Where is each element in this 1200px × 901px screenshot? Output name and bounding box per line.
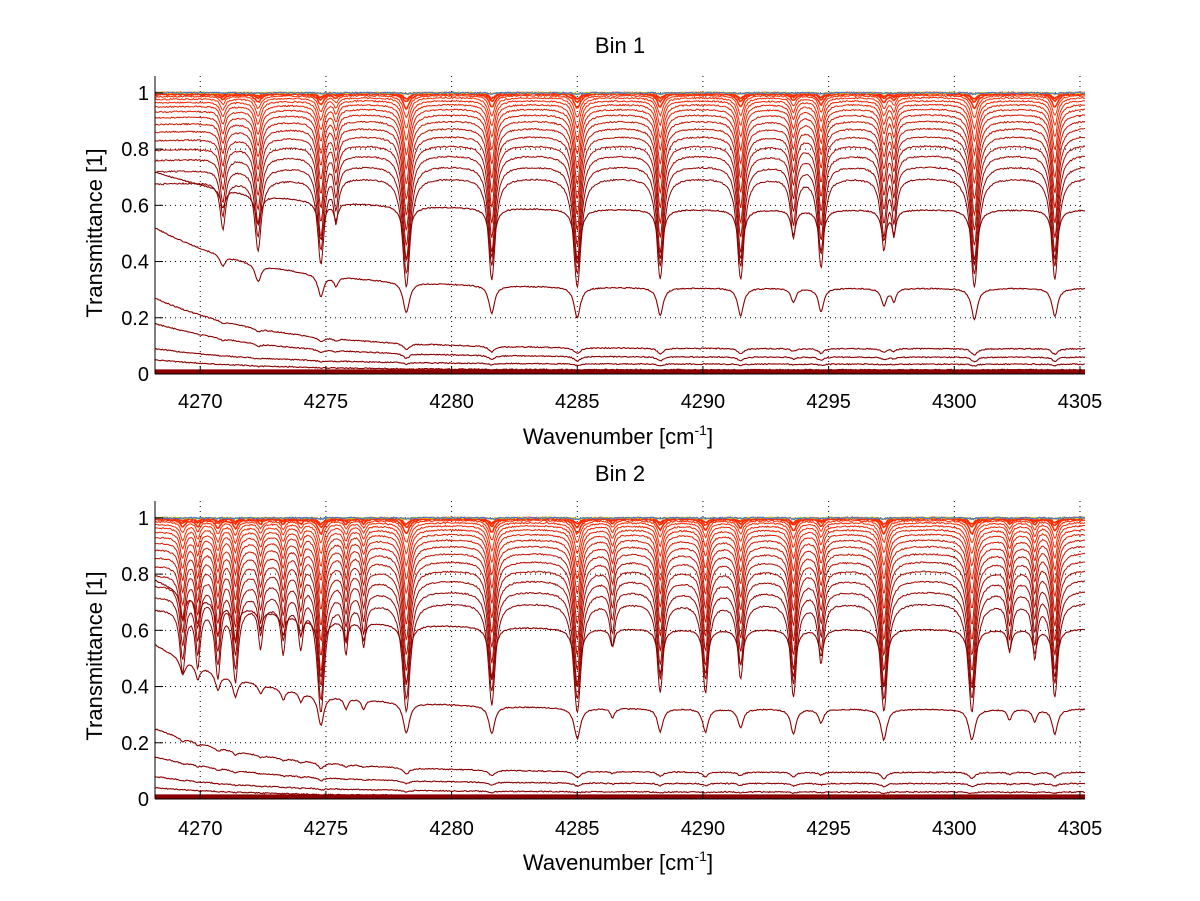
x-axis-label: Wavenumber [cm-1]	[523, 422, 713, 449]
x-axis-label-end: ]	[707, 850, 713, 875]
x-tick-label: 4295	[806, 818, 851, 840]
y-tick-label: 0.6	[121, 620, 149, 642]
series-line	[155, 347, 1085, 367]
series-line	[155, 136, 1085, 232]
series-line	[155, 519, 1085, 544]
series-line	[155, 113, 1085, 186]
series-line	[155, 579, 1085, 688]
series-line	[155, 728, 1085, 780]
series-line	[155, 178, 1085, 289]
series-line	[155, 171, 1085, 267]
y-axis-label: Transmittance [1]	[82, 571, 107, 740]
x-axis-label-superscript: -1	[695, 422, 708, 438]
series-line	[155, 552, 1085, 642]
series-line	[155, 539, 1085, 612]
x-tick-label: 4300	[932, 818, 977, 840]
series-line	[155, 96, 1085, 130]
series-line	[155, 545, 1085, 626]
y-tick-label: 0.2	[121, 733, 149, 755]
x-tick-label: 4300	[932, 391, 977, 413]
series-line	[155, 91, 1085, 96]
series-line	[155, 94, 1085, 119]
series-line	[155, 756, 1085, 788]
y-tick-label: 0.2	[121, 308, 149, 330]
y-tick-label: 0.4	[121, 677, 149, 699]
y-tick-label: 0.4	[121, 252, 149, 274]
y-tick-label: 1	[138, 508, 149, 530]
x-tick-label: 4280	[429, 391, 474, 413]
x-tick-label: 4285	[555, 391, 600, 413]
series-group	[155, 90, 1085, 374]
x-tick-label: 4275	[304, 391, 349, 413]
chart-panel-bin-2: Bin 2 4270 4275 4280 4285 4290 4295 4300 4305 0 0…	[82, 461, 1102, 875]
x-tick-label: 4275	[304, 818, 349, 840]
x-tick-label: 4305	[1058, 818, 1103, 840]
x-tick-label: 4270	[178, 818, 223, 840]
x-tick-label: 4270	[178, 391, 223, 413]
series-line	[155, 521, 1085, 555]
y-tick-label: 0.8	[121, 139, 149, 161]
series-line	[155, 297, 1085, 356]
series-line	[155, 108, 1085, 171]
series-line	[155, 603, 1085, 714]
series-line	[155, 533, 1085, 595]
series-line	[155, 120, 1085, 201]
x-axis-label-superscript: -1	[695, 848, 708, 864]
plot-area: 4270 4275 4280 4285 4290 4295 4300 4305 0 0.2 0.4 0…	[121, 76, 1102, 413]
x-tick-label: 4280	[429, 818, 474, 840]
series-line	[155, 776, 1085, 795]
y-tick-label: 1	[138, 83, 149, 105]
series-line	[155, 155, 1085, 262]
chart-panel-bin-1: Bin 1 4270 4275 4280 4285 4290 4295 4300 4305 0 0…	[82, 33, 1102, 449]
series-line	[155, 166, 1085, 275]
y-tick-label: 0.6	[121, 195, 149, 217]
series-line	[155, 145, 1085, 248]
x-axis-label: Wavenumber [cm-1]	[523, 848, 713, 875]
series-line	[155, 323, 1085, 363]
series-line	[155, 516, 1085, 521]
series-line	[155, 103, 1085, 157]
series-line	[155, 570, 1085, 672]
x-tick-label: 4285	[555, 818, 600, 840]
series-line	[155, 580, 1085, 687]
x-axis-label-text: Wavenumber [cm	[523, 424, 695, 449]
chart-title: Bin 2	[595, 461, 645, 486]
series-line	[155, 528, 1085, 581]
series-line	[155, 127, 1085, 217]
x-tick-label: 4290	[681, 391, 726, 413]
series-line	[155, 561, 1085, 657]
series-line	[155, 644, 1085, 742]
series-line	[155, 99, 1085, 143]
x-tick-label: 4290	[681, 818, 726, 840]
y-tick-label: 0.8	[121, 564, 149, 586]
x-tick-label: 4305	[1058, 391, 1103, 413]
chart-title: Bin 1	[595, 33, 645, 58]
series-line	[155, 227, 1085, 321]
series-group	[155, 516, 1085, 799]
y-tick-label: 0	[138, 789, 149, 811]
series-line	[155, 591, 1085, 701]
y-tick-label: 0	[138, 364, 149, 386]
x-tick-label: 4295	[806, 391, 851, 413]
plot-area: 4270 4275 4280 4285 4290 4295 4300 4305 0 0.2 0.4 0…	[121, 501, 1102, 840]
x-axis-label-text: Wavenumber [cm	[523, 850, 695, 875]
series-line	[155, 524, 1085, 568]
y-axis-label: Transmittance [1]	[82, 148, 107, 317]
x-axis-label-end: ]	[707, 424, 713, 449]
